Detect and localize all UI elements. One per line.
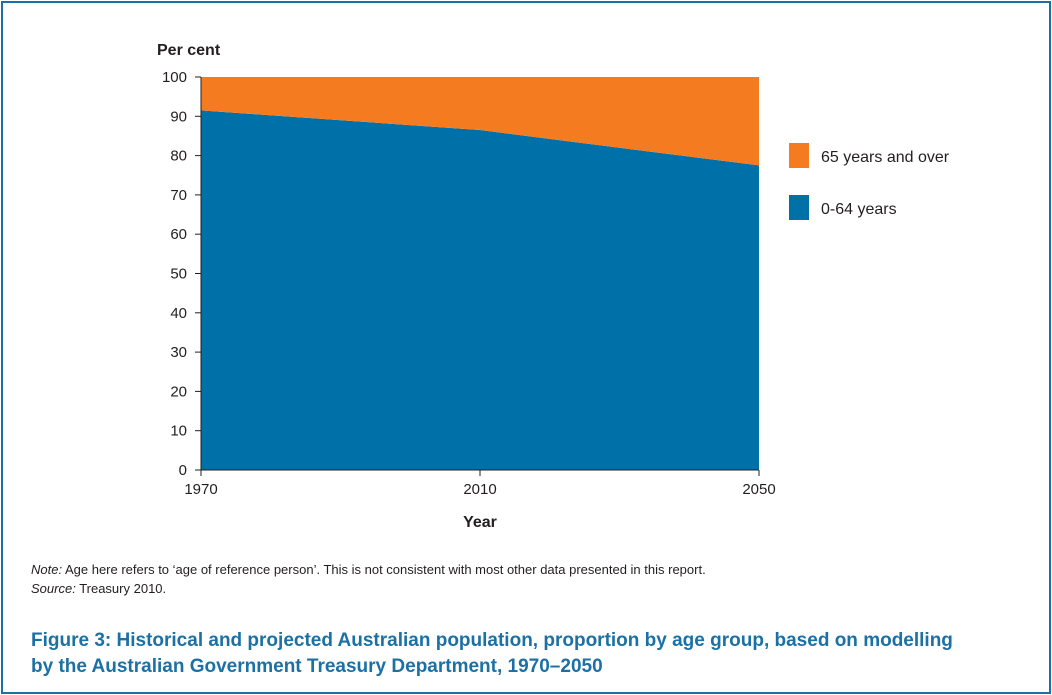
- source-text: Treasury 2010.: [75, 581, 167, 596]
- y-tick-label: 70: [170, 187, 187, 204]
- legend-label-0-64-years: 0-64 years: [821, 201, 897, 218]
- y-tick-label: 90: [170, 108, 187, 125]
- y-tick-label: 40: [170, 305, 187, 322]
- figure-caption: Figure 3: Historical and projected Austr…: [31, 630, 953, 677]
- y-tick-label: 0: [179, 462, 187, 479]
- area-series-0-64-years: [201, 110, 759, 470]
- legend-swatch-65-years-and-over: [789, 143, 809, 168]
- x-axis-title: Year: [463, 514, 497, 531]
- y-axis-title: Per cent: [157, 42, 221, 59]
- area-chart: 0 10 20 30 40 50 60 70 80 90 100 1970 2010 2050 Per ce…: [157, 42, 950, 531]
- y-tick-label: 80: [170, 148, 187, 165]
- source-label: Source:: [31, 581, 76, 596]
- legend-label-65-years-and-over: 65 years and over: [821, 149, 950, 166]
- note-text: Age here refers to ‘age of reference per…: [62, 562, 706, 577]
- x-tick-label: 2010: [463, 481, 496, 498]
- y-tick-label: 100: [162, 69, 187, 86]
- y-tick-label: 50: [170, 266, 187, 283]
- x-tick-label: 2050: [742, 481, 775, 498]
- x-tick-label: 1970: [184, 481, 217, 498]
- y-tick-label: 10: [170, 423, 187, 440]
- source-line: Source: Treasury 2010.: [31, 579, 706, 598]
- figure-notes: Note: Age here refers to ‘age of referen…: [31, 560, 706, 598]
- area-series-65-years-and-over: [201, 77, 759, 166]
- note-label: Note:: [31, 562, 63, 577]
- note-line: Note: Age here refers to ‘age of referen…: [31, 560, 706, 579]
- y-tick-label: 20: [170, 383, 187, 400]
- y-tick-label: 30: [170, 344, 187, 361]
- legend-swatch-0-64-years: [789, 195, 809, 220]
- y-tick-label: 60: [170, 226, 187, 243]
